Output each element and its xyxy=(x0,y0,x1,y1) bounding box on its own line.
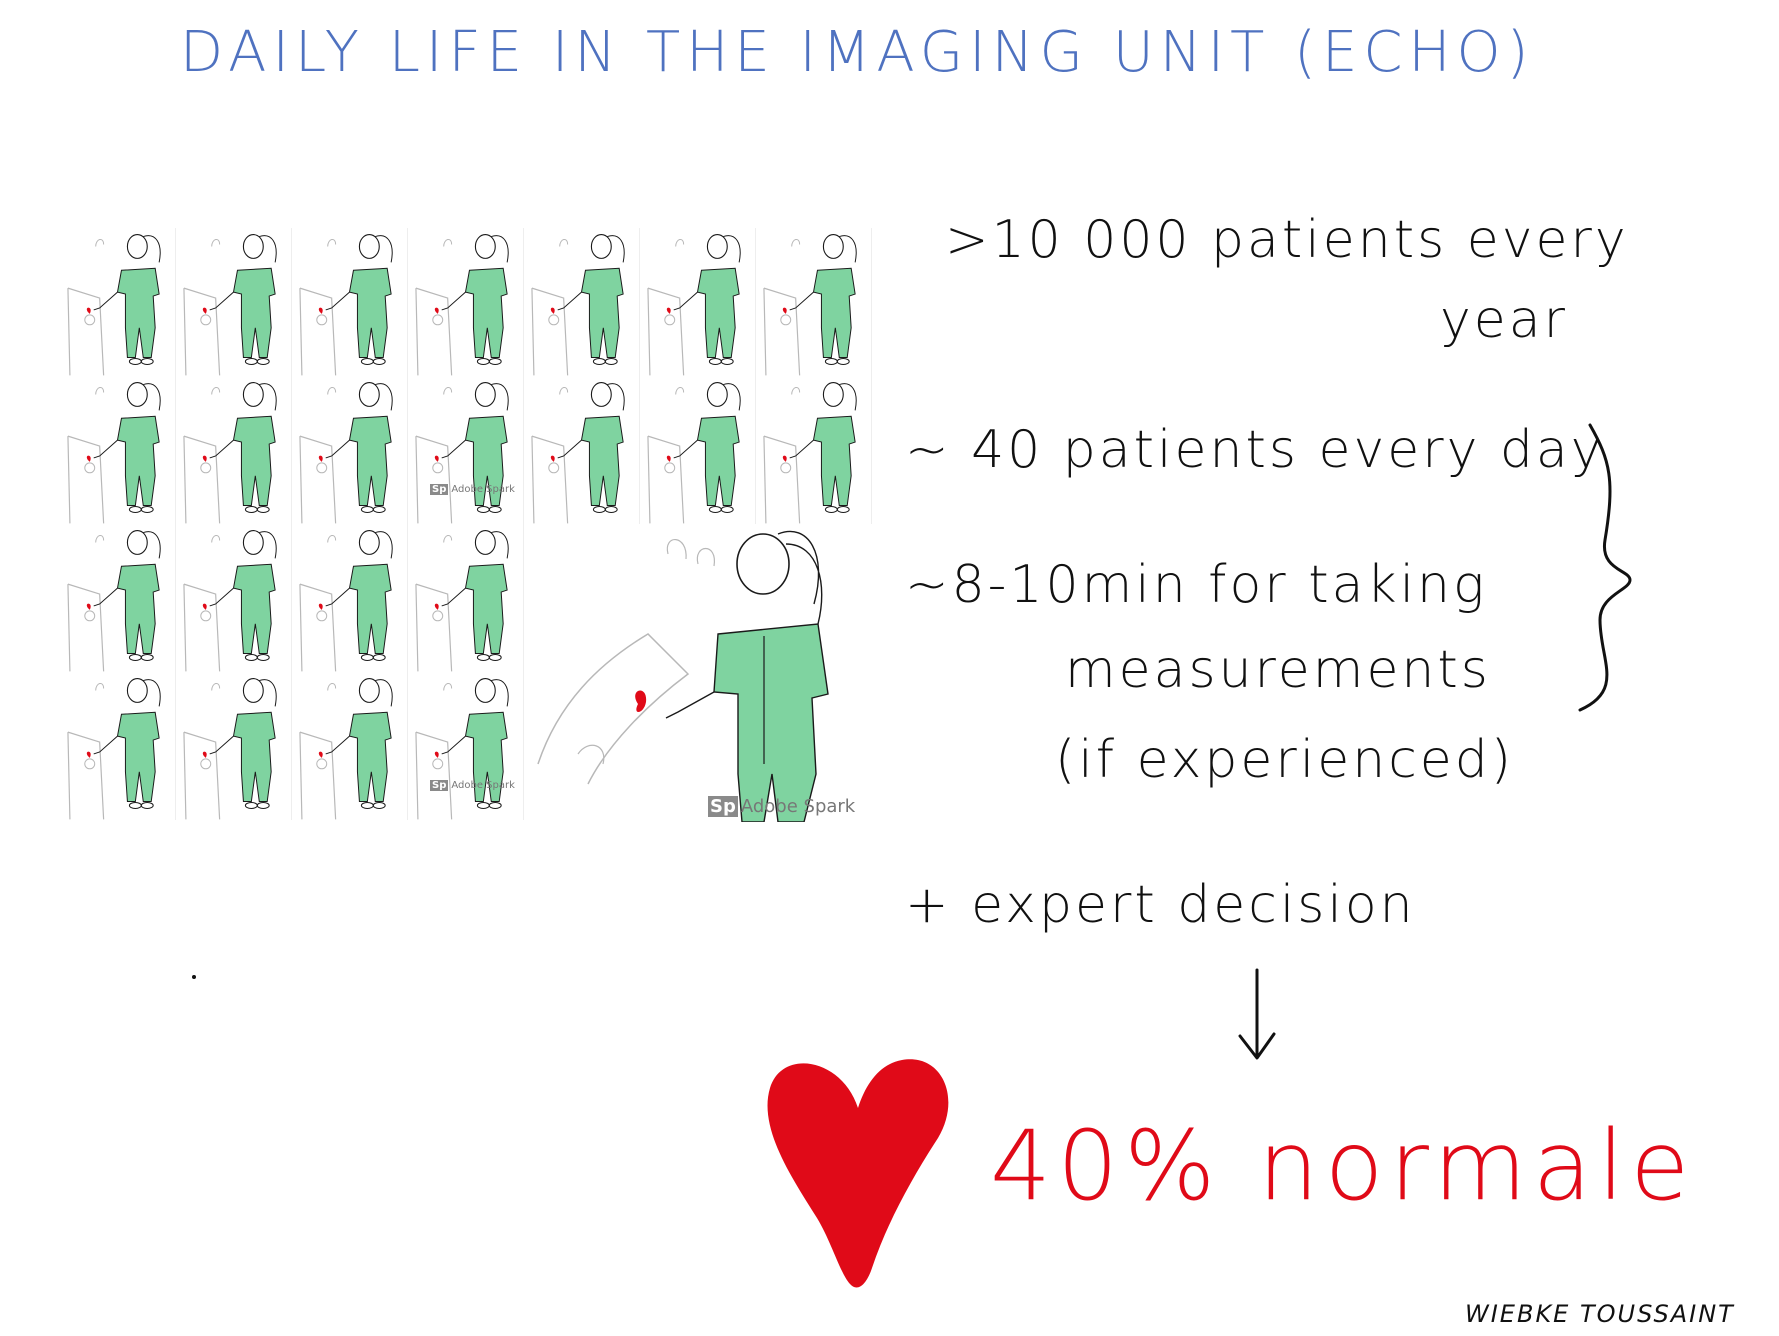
sonographer-figure xyxy=(292,524,408,672)
sonographer-figure xyxy=(292,672,408,820)
sonographer-figure xyxy=(524,376,640,524)
sonographer-figure xyxy=(60,524,176,672)
note-minutes-per-measurement: ~8-10min for taking xyxy=(905,555,1488,615)
sonographer-figure xyxy=(408,672,524,820)
watermark-text: Adobe Spark xyxy=(740,796,856,817)
sonographer-figure xyxy=(60,672,176,820)
sonographer-illustration-grid: Sp Adobe Spark Sp Adobe Spark Sp Adobe Spark xyxy=(60,228,872,822)
watermark-small-top: Sp Adobe Spark xyxy=(430,484,515,495)
adobe-spark-badge-icon: Sp xyxy=(430,484,449,495)
sonographer-figure xyxy=(176,376,292,524)
sonographer-figure xyxy=(60,376,176,524)
down-arrow-icon xyxy=(1238,968,1276,1060)
sonographer-figure xyxy=(292,376,408,524)
adobe-spark-badge-icon: Sp xyxy=(708,796,738,817)
stray-dot xyxy=(192,975,196,979)
watermark-text: Adobe Spark xyxy=(451,780,515,791)
page-title: DAILY LIFE IN THE IMAGING UNIT (ECHO) xyxy=(180,20,1535,85)
watermark-small-bottom: Sp Adobe Spark xyxy=(430,780,515,791)
curly-brace-icon xyxy=(1578,423,1632,712)
note-measurements: measurements xyxy=(1065,640,1491,700)
sonographer-figure xyxy=(176,524,292,672)
note-patients-per-year: >10 000 patients every xyxy=(945,210,1629,270)
sonographer-figure xyxy=(176,672,292,820)
note-patients-per-day: ~ 40 patients every day xyxy=(905,420,1605,480)
result-label: 40% normale xyxy=(990,1110,1696,1222)
sonographer-figure xyxy=(408,376,524,524)
heart-icon xyxy=(767,1059,949,1288)
sonographer-figure xyxy=(756,376,872,524)
sonographer-figure xyxy=(408,524,524,672)
watermark-text: Adobe Spark xyxy=(451,484,515,495)
adobe-spark-badge-icon: Sp xyxy=(430,780,449,791)
sonographer-figure xyxy=(524,228,640,376)
sonographer-figure xyxy=(408,228,524,376)
sonographer-figure xyxy=(640,228,756,376)
note-expert-decision: + expert decision xyxy=(905,875,1416,935)
note-year: year xyxy=(1440,290,1569,350)
watermark-large: Sp Adobe Spark xyxy=(708,796,855,817)
note-if-experienced: (if experienced) xyxy=(1055,730,1515,790)
sonographer-figure xyxy=(60,228,176,376)
artist-signature: WIEBKE TOUSSAINT xyxy=(1465,1300,1735,1328)
sonographer-figure xyxy=(640,376,756,524)
sonographer-figure xyxy=(292,228,408,376)
sonographer-figure xyxy=(176,228,292,376)
sonographer-figure xyxy=(756,228,872,376)
sonographer-figure-large xyxy=(528,524,872,822)
